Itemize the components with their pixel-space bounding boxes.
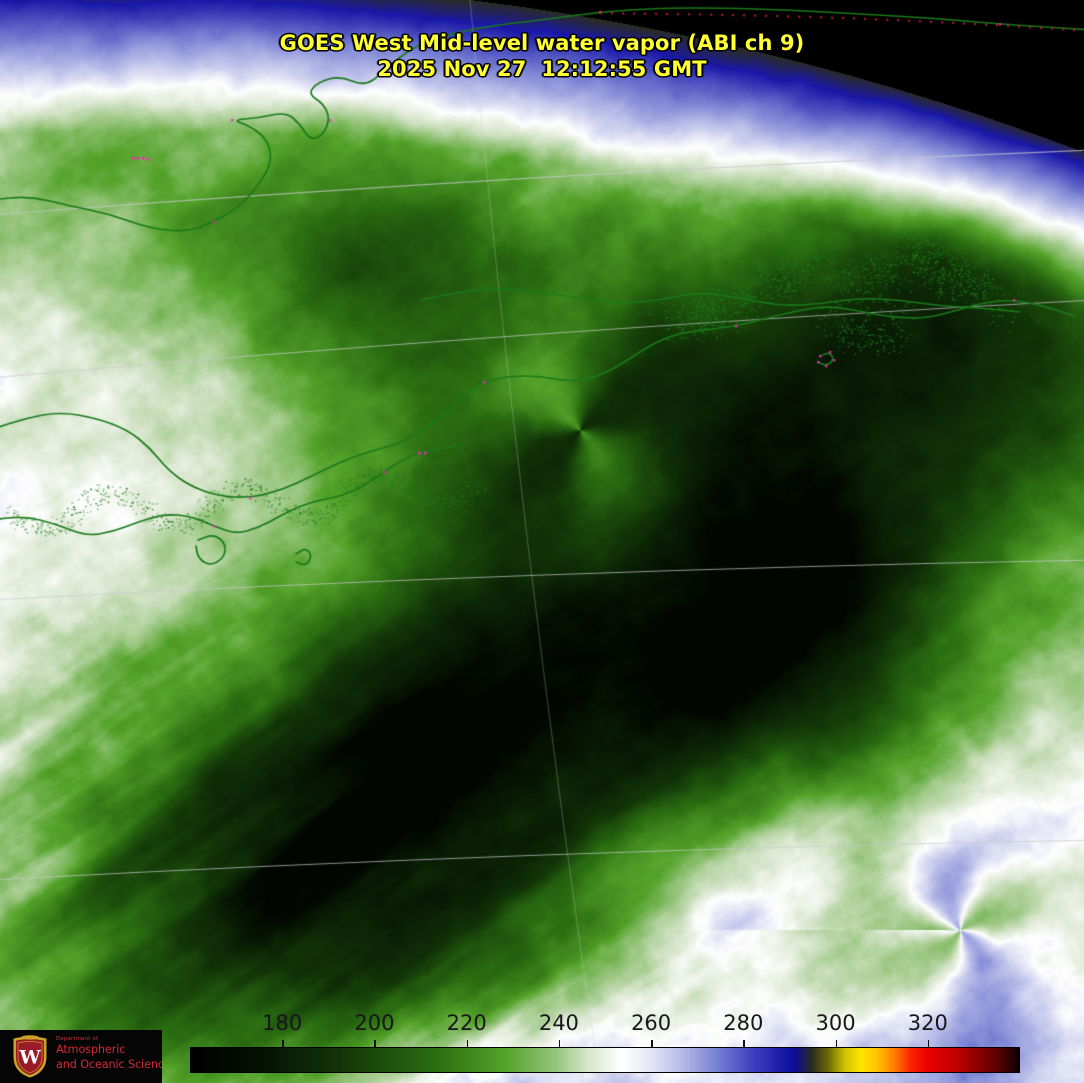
colorbar-tick bbox=[558, 1040, 561, 1047]
uw-aos-logo: W Department of Atmospheric and Oceanic … bbox=[0, 1030, 162, 1083]
colorbar-tick bbox=[651, 1040, 653, 1047]
colorbar-tick-marks bbox=[190, 1040, 1020, 1047]
colorbar-tick-label: 260 bbox=[631, 1011, 672, 1035]
colorbar-tick-label: 180 bbox=[262, 1011, 303, 1035]
colorbar-tick-label: 280 bbox=[723, 1011, 764, 1035]
colorbar-tick bbox=[927, 1040, 930, 1047]
colorbar-gradient bbox=[190, 1047, 1020, 1073]
colorbar-tick bbox=[282, 1040, 284, 1047]
colorbar-tick bbox=[743, 1040, 745, 1047]
colorbar-tick-label: 320 bbox=[907, 1011, 948, 1035]
colorbar-tick-labels: 180 200 220 240 260 280 300 320 bbox=[190, 1011, 1020, 1037]
uw-crest-icon: W bbox=[13, 1035, 47, 1078]
logo-department-label: Department of bbox=[56, 1036, 99, 1042]
colorbar-tick-label: 300 bbox=[815, 1011, 856, 1035]
logo-line-oceanic: and Oceanic Sciences bbox=[56, 1057, 162, 1071]
colorbar-tick-label: 220 bbox=[446, 1011, 487, 1035]
colorbar-tick bbox=[835, 1040, 838, 1047]
colorbar-tick bbox=[374, 1040, 376, 1047]
colorbar: 180 200 220 240 260 280 300 320 bbox=[190, 1011, 1020, 1080]
colorbar-tick bbox=[466, 1040, 469, 1047]
colorbar-tick-label: 200 bbox=[354, 1011, 395, 1035]
colorbar-tick-label: 240 bbox=[538, 1011, 579, 1035]
logo-line-atmospheric: Atmospheric bbox=[56, 1043, 126, 1056]
svg-text:W: W bbox=[18, 1047, 41, 1069]
uw-aos-logo-text: Department of Atmospheric and Oceanic Sc… bbox=[56, 1036, 162, 1072]
